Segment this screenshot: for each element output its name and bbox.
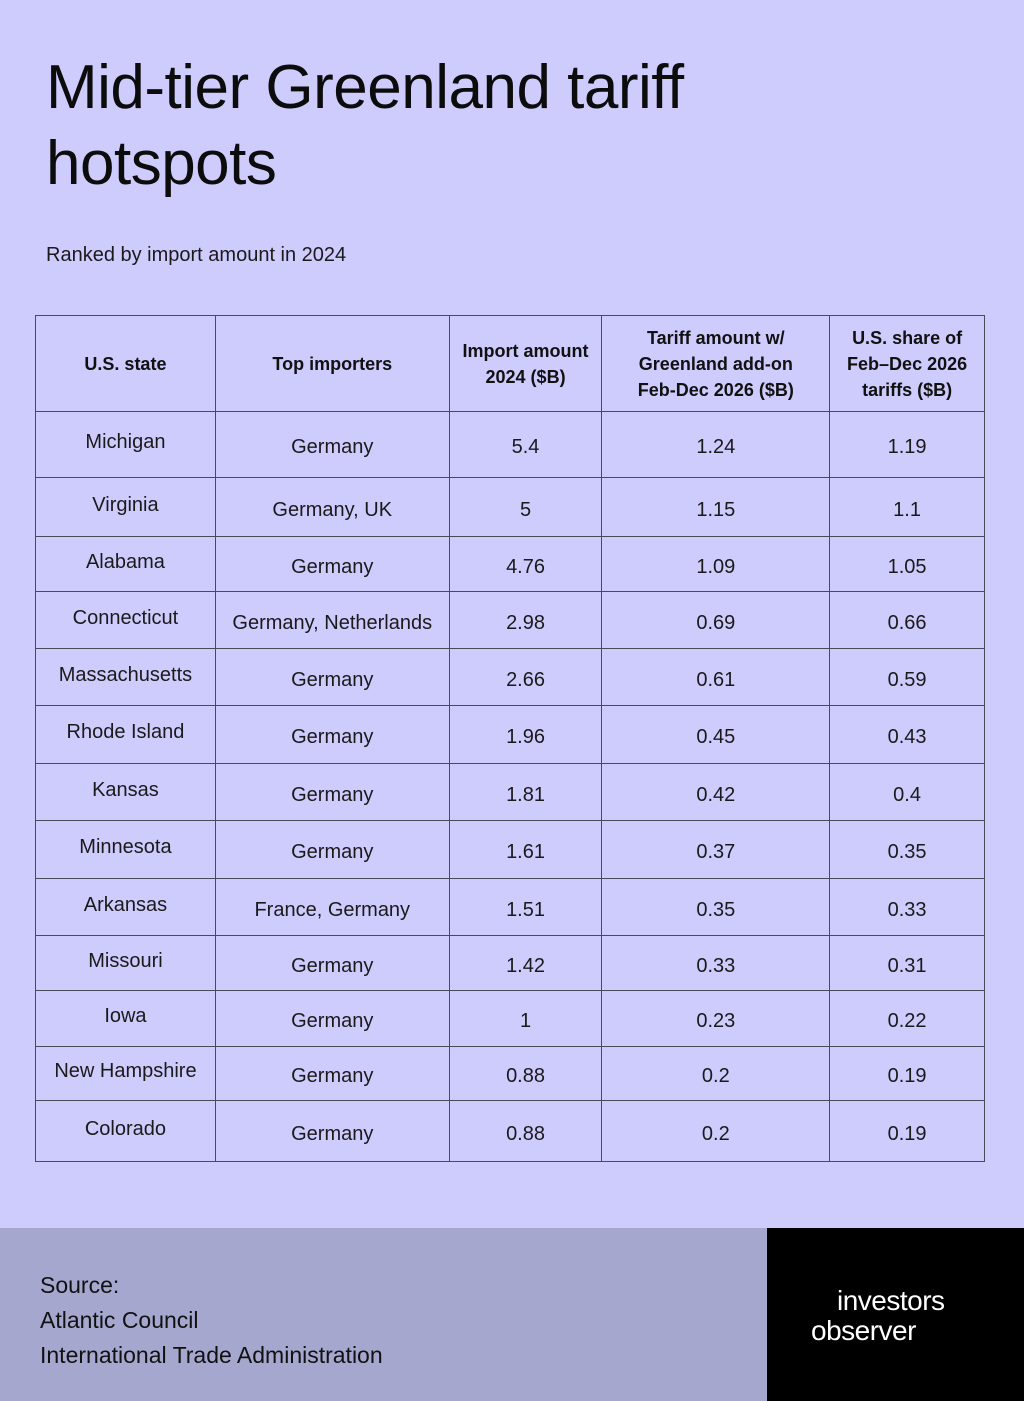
importers-cell: Germany [214, 820, 450, 879]
header-import-amount: Import amount 2024 ($B) [448, 315, 603, 412]
state-cell: Kansas [35, 763, 216, 821]
table-row: Rhode Island Germany 1.96 0.45 0.43 [35, 705, 985, 764]
state-cell: Missouri [35, 935, 216, 991]
state-cell: New Hampshire [35, 1046, 216, 1101]
state-cell: Connecticut [35, 591, 216, 649]
state-cell: Arkansas [35, 878, 216, 936]
us-share-cell: 1.05 [829, 536, 985, 592]
import-amount-cell: 2.98 [448, 591, 603, 649]
table-row: Missouri Germany 1.42 0.33 0.31 [35, 935, 985, 991]
tariff-amount-cell: 1.24 [601, 411, 831, 478]
us-share-cell: 0.4 [829, 763, 985, 821]
tariff-amount-cell: 1.09 [601, 536, 831, 592]
source-label: Source: [40, 1272, 120, 1298]
importers-cell: Germany [214, 935, 450, 991]
state-cell: Iowa [35, 990, 216, 1047]
table-row: Arkansas France, Germany 1.51 0.35 0.33 [35, 878, 985, 936]
tariff-amount-cell: 0.33 [601, 935, 831, 991]
importers-cell: France, Germany [214, 878, 450, 936]
table-row: Minnesota Germany 1.61 0.37 0.35 [35, 820, 985, 879]
table-row: Kansas Germany 1.81 0.42 0.4 [35, 763, 985, 821]
us-share-cell: 0.19 [829, 1100, 985, 1162]
import-amount-cell: 5 [448, 477, 603, 537]
importers-cell: Germany [214, 1100, 450, 1162]
importers-cell: Germany, UK [214, 477, 450, 537]
source-atlantic-council: Atlantic Council [40, 1307, 199, 1333]
tariff-amount-cell: 0.61 [601, 648, 831, 706]
us-share-cell: 1.1 [829, 477, 985, 537]
us-share-cell: 0.66 [829, 591, 985, 649]
tariff-amount-cell: 0.35 [601, 878, 831, 936]
tariff-amount-cell: 1.15 [601, 477, 831, 537]
us-share-cell: 1.19 [829, 411, 985, 478]
state-cell: Minnesota [35, 820, 216, 879]
tariff-amount-cell: 0.45 [601, 705, 831, 764]
importers-cell: Germany [214, 990, 450, 1047]
table-row: New Hampshire Germany 0.88 0.2 0.19 [35, 1046, 985, 1101]
import-amount-cell: 1.61 [448, 820, 603, 879]
subtitle: Ranked by import amount in 2024 [46, 244, 347, 266]
us-share-cell: 0.22 [829, 990, 985, 1047]
import-amount-cell: 1 [448, 990, 603, 1047]
import-amount-cell: 4.76 [448, 536, 603, 592]
us-share-cell: 0.19 [829, 1046, 985, 1101]
investors-observer-logo: investors observer [811, 1285, 945, 1346]
state-cell: Alabama [35, 536, 216, 592]
table-row: Connecticut Germany, Netherlands 2.98 0.69 0… [35, 591, 985, 649]
tariff-amount-cell: 0.42 [601, 763, 831, 821]
tariff-amount-cell: 0.2 [601, 1100, 831, 1162]
header-tariff-amount: Tariff amount w/ Greenland add-on Feb-De… [601, 315, 831, 412]
table-header-row: U.S. state Top importers Import amount 2… [35, 315, 985, 412]
importers-cell: Germany, Netherlands [214, 591, 450, 649]
tariff-amount-cell: 0.23 [601, 990, 831, 1047]
logo-block: investors observer [767, 1228, 1024, 1401]
page-title: Mid-tier Greenland tariff hotspots [46, 53, 684, 198]
header-us-share: U.S. share of Feb–Dec 2026 tariffs ($B) [829, 315, 985, 412]
importers-cell: Germany [214, 648, 450, 706]
us-share-cell: 0.35 [829, 820, 985, 879]
state-cell: Virginia [35, 477, 216, 537]
us-share-cell: 0.31 [829, 935, 985, 991]
import-amount-cell: 1.42 [448, 935, 603, 991]
footer: Source: Atlantic Council International T… [0, 1228, 1024, 1401]
table-row: Virginia Germany, UK 5 1.15 1.1 [35, 477, 985, 537]
importers-cell: Germany [214, 1046, 450, 1101]
tariff-table: U.S. state Top importers Import amount 2… [35, 315, 985, 1162]
us-share-cell: 0.59 [829, 648, 985, 706]
import-amount-cell: 1.96 [448, 705, 603, 764]
import-amount-cell: 0.88 [448, 1100, 603, 1162]
state-cell: Massachusetts [35, 648, 216, 706]
table-row: Michigan Germany 5.4 1.24 1.19 [35, 411, 985, 478]
table-row: Massachusetts Germany 2.66 0.61 0.59 [35, 648, 985, 706]
us-share-cell: 0.43 [829, 705, 985, 764]
state-cell: Michigan [35, 411, 216, 478]
header-importers: Top importers [214, 315, 450, 412]
table-row: Iowa Germany 1 0.23 0.22 [35, 990, 985, 1047]
table-row: Alabama Germany 4.76 1.09 1.05 [35, 536, 985, 592]
table-row: Colorado Germany 0.88 0.2 0.19 [35, 1100, 985, 1162]
tariff-amount-cell: 0.37 [601, 820, 831, 879]
import-amount-cell: 5.4 [448, 411, 603, 478]
state-cell: Rhode Island [35, 705, 216, 764]
importers-cell: Germany [214, 411, 450, 478]
import-amount-cell: 1.51 [448, 878, 603, 936]
importers-cell: Germany [214, 705, 450, 764]
import-amount-cell: 2.66 [448, 648, 603, 706]
tariff-amount-cell: 0.69 [601, 591, 831, 649]
tariff-amount-cell: 0.2 [601, 1046, 831, 1101]
us-share-cell: 0.33 [829, 878, 985, 936]
state-cell: Colorado [35, 1100, 216, 1162]
importers-cell: Germany [214, 536, 450, 592]
import-amount-cell: 0.88 [448, 1046, 603, 1101]
header-state: U.S. state [35, 315, 216, 412]
table-body: Michigan Germany 5.4 1.24 1.19 Virginia German… [35, 411, 985, 1162]
source-ita: International Trade Administration [40, 1342, 383, 1368]
import-amount-cell: 1.81 [448, 763, 603, 821]
source-block: Source: Atlantic Council International T… [0, 1228, 767, 1401]
importers-cell: Germany [214, 763, 450, 821]
